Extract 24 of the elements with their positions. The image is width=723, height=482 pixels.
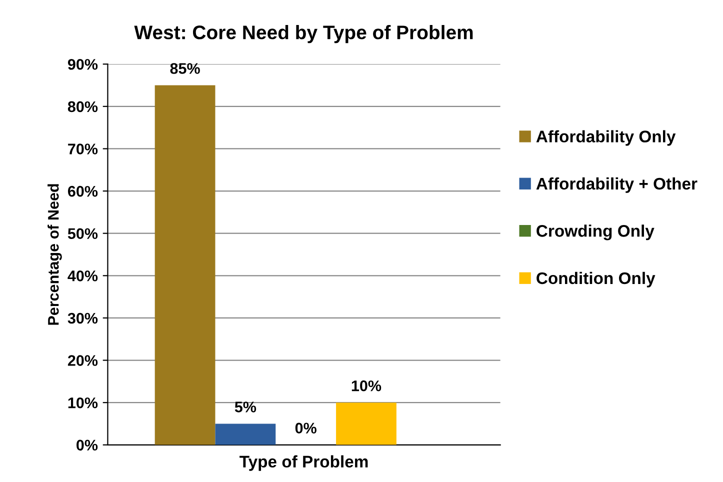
y-tick-label: 50%: [68, 228, 98, 240]
y-tick-label: 40%: [68, 270, 98, 282]
y-tick-label: 0%: [76, 440, 98, 451]
bar: [336, 402, 396, 445]
data-label: 5%: [234, 402, 256, 412]
bar: [215, 424, 276, 445]
y-tick-label: 90%: [68, 58, 98, 70]
bar: [154, 85, 216, 445]
x-axis-title: Type of Problem: [240, 455, 368, 471]
y-tick-label: 30%: [68, 312, 98, 324]
legend-label: Affordability + Other: [536, 177, 698, 193]
legend-label: Affordability Only: [536, 130, 676, 146]
chart-title: West: Core Need by Type of Problem: [134, 25, 473, 44]
legend-label: Condition Only: [536, 272, 656, 288]
y-axis-title: Percentage of Need: [48, 184, 62, 325]
y-tick-label: 60%: [68, 186, 98, 197]
y-tick-label: 20%: [68, 355, 98, 366]
data-label: 10%: [352, 380, 382, 392]
y-tick-label: 70%: [68, 144, 98, 154]
data-label: 85%: [170, 63, 200, 74]
y-tick-label: 80%: [68, 101, 98, 112]
y-tick-label: 10%: [68, 397, 98, 408]
data-label: 0%: [295, 422, 316, 434]
legend-label: Crowding Only: [536, 224, 654, 240]
